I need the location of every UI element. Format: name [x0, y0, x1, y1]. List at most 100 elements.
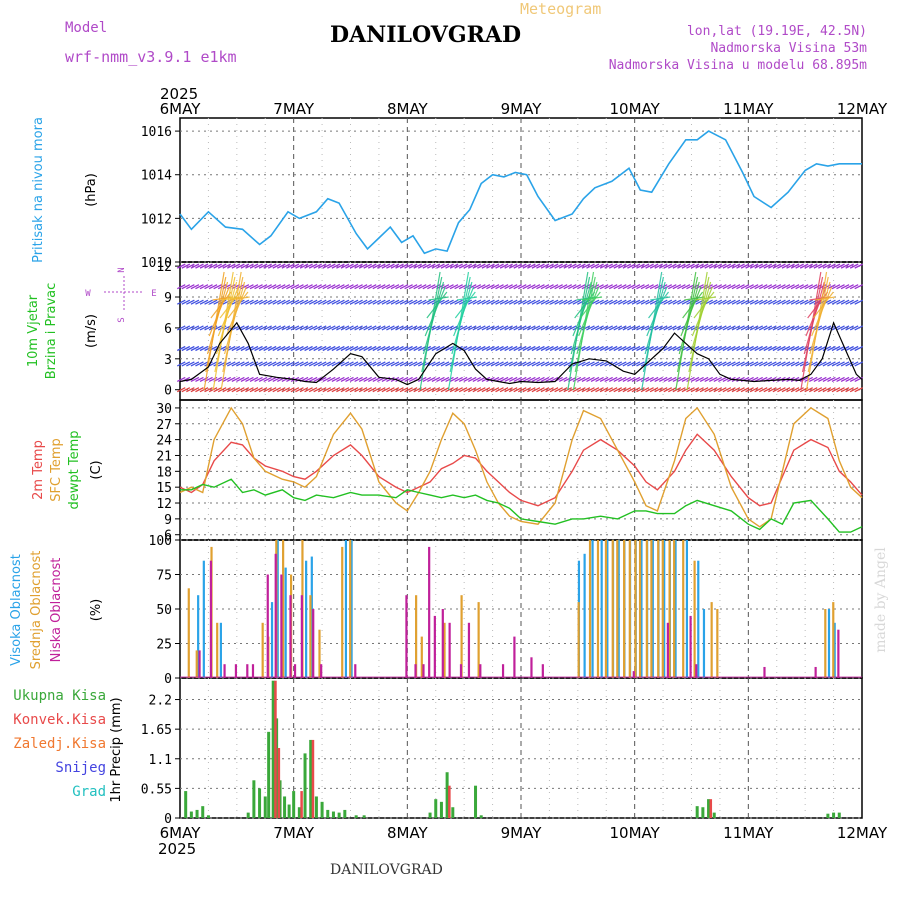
wind-barb: [499, 361, 509, 367]
wind-barb: [322, 387, 332, 393]
wind-barb: [354, 263, 363, 269]
wind-barb: [226, 345, 236, 352]
wind-barb: [558, 299, 568, 305]
wind-barb: [567, 284, 577, 290]
wind-barb: [586, 361, 595, 367]
model-name: wrf-nmm_v3.9.1 e1km: [65, 48, 237, 66]
wind-barb: [290, 284, 300, 290]
wind-barb: [640, 325, 650, 331]
cloud-bar: [716, 609, 719, 678]
wind-barb: [377, 299, 386, 305]
wind-barb: [736, 387, 745, 393]
wind-barb: [613, 299, 623, 305]
wind-barb: [381, 345, 391, 352]
wind-barb: [581, 361, 591, 367]
wind-barb: [317, 387, 327, 393]
wind-barb: [377, 387, 386, 393]
wind-gust-streak: [227, 291, 249, 319]
precip-total-bar: [701, 807, 705, 818]
wind-barb: [831, 345, 841, 352]
wind-barb: [640, 299, 650, 305]
wind-barb: [754, 345, 763, 352]
wind-barb: [554, 299, 563, 305]
temp-axis-label: SFC Temp: [49, 438, 64, 502]
wind-barb: [668, 299, 677, 305]
wind-barb: [645, 376, 654, 382]
wind-barb: [727, 284, 736, 290]
wind-barb: [295, 361, 304, 367]
wind-barb: [690, 263, 700, 269]
wind-barb: [618, 263, 627, 269]
wind-barb: [295, 345, 304, 352]
wind-barb: [554, 263, 563, 269]
wind-barb: [367, 325, 377, 331]
wind-barb: [854, 361, 864, 367]
cloud-bar: [591, 540, 594, 678]
wind-barb: [836, 263, 845, 269]
wind-barb: [522, 345, 532, 352]
wind-barb: [758, 263, 768, 269]
wind-barb: [345, 387, 354, 393]
wind-barb: [531, 325, 541, 331]
wind-barb: [722, 387, 732, 393]
wind-barb: [322, 376, 332, 382]
wind-barb: [831, 387, 841, 393]
wind-barb: [472, 263, 482, 269]
wind-barb: [363, 376, 372, 382]
wind-barb: [731, 345, 741, 352]
wind-barb: [772, 361, 782, 367]
wind-barb: [604, 387, 613, 393]
wind-barb: [586, 325, 595, 331]
wind-barb: [558, 387, 568, 393]
wind-barb: [745, 263, 754, 269]
wind-barb: [445, 299, 454, 305]
wind-barb: [427, 387, 436, 393]
wind-barb: [713, 263, 723, 269]
wind-barb: [213, 284, 222, 290]
wind-barb: [513, 325, 523, 331]
wind-barb: [331, 345, 341, 352]
wind-barb: [340, 263, 350, 269]
cloud-bar: [661, 540, 664, 678]
wind-barb: [190, 361, 200, 367]
wind-barb: [636, 284, 645, 290]
wind-barb: [277, 387, 286, 393]
precip-legend-item: Konvek.Kisa: [13, 712, 106, 728]
wind-barb: [367, 376, 377, 382]
y-tick-label-wind: 0: [164, 384, 172, 399]
wind-barb: [590, 387, 600, 393]
wind-barb: [272, 387, 282, 393]
wind-barb: [217, 263, 227, 269]
wind-barb: [354, 361, 363, 367]
wind-barb: [395, 345, 404, 352]
wind-barb: [236, 387, 245, 393]
wind-barb: [440, 387, 450, 393]
wind-barb: [408, 299, 418, 305]
wind-barb: [572, 376, 582, 382]
wind-barb: [799, 345, 809, 352]
cloud-bar: [832, 602, 835, 678]
wind-barb: [618, 299, 627, 305]
wind-barb: [536, 387, 545, 393]
cloud-bar: [320, 664, 323, 678]
precip-total-bar: [271, 680, 275, 818]
wind-barb: [595, 345, 604, 352]
wind-barb: [186, 299, 195, 305]
wind-barb: [722, 345, 732, 352]
wind-barb: [718, 325, 727, 331]
wind-barb: [836, 284, 845, 290]
cloud-bar: [246, 664, 249, 678]
y-tick-label-temperature: 24: [156, 434, 172, 449]
wind-barb: [240, 325, 250, 331]
wind-barb: [672, 325, 682, 331]
wind-barb: [818, 376, 827, 382]
wind-barb: [668, 325, 677, 331]
wind-barb: [527, 376, 536, 382]
wind-barb: [295, 263, 304, 269]
wind-barb: [304, 299, 313, 305]
wind-barb: [445, 387, 454, 393]
wind-barb: [527, 361, 536, 367]
wind-barb: [699, 325, 709, 331]
wind-barb: [508, 376, 518, 382]
temp-axis-label: dewpt Temp: [67, 430, 82, 509]
